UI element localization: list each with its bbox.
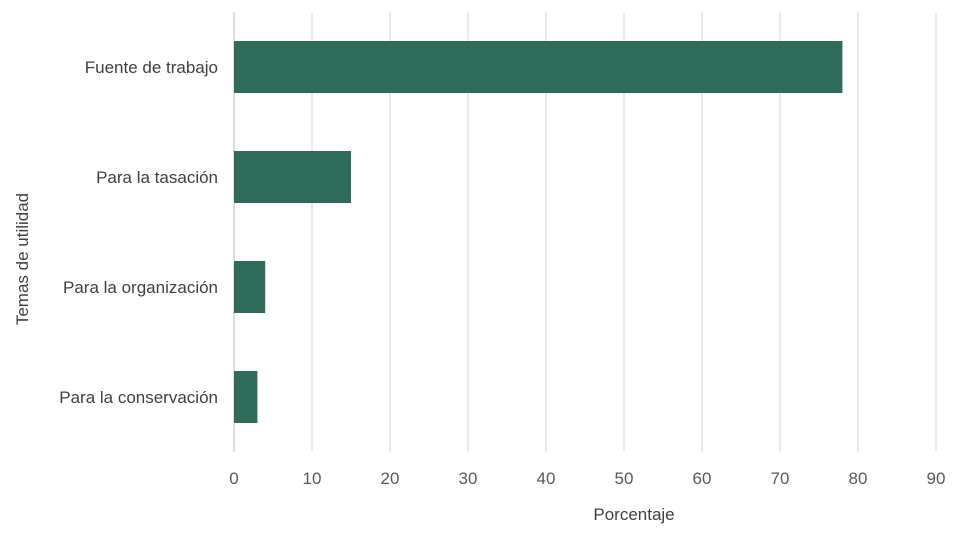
x-tick-label: 0 xyxy=(229,469,238,488)
x-tick-label: 80 xyxy=(849,469,868,488)
y-axis-title: Temas de utilidad xyxy=(13,193,32,325)
x-tick-label: 90 xyxy=(927,469,946,488)
x-tick-label: 30 xyxy=(459,469,478,488)
x-tick-label: 50 xyxy=(615,469,634,488)
x-tick-label: 10 xyxy=(303,469,322,488)
x-tick-label: 70 xyxy=(771,469,790,488)
x-tick-label: 40 xyxy=(537,469,556,488)
x-tick-label: 60 xyxy=(693,469,712,488)
x-axis-title: Porcentaje xyxy=(593,505,674,524)
bars xyxy=(234,41,843,423)
category-label: Para la tasación xyxy=(96,168,218,187)
x-tick-label: 20 xyxy=(381,469,400,488)
category-labels: Fuente de trabajo Para la tasación Para la… xyxy=(59,58,218,407)
bar xyxy=(234,261,266,313)
x-tick-labels: 0 10 20 30 40 50 60 70 80 90 xyxy=(229,469,945,488)
bar xyxy=(234,371,258,423)
category-label: Fuente de trabajo xyxy=(85,58,218,77)
bar xyxy=(234,41,843,93)
category-label: Para la conservación xyxy=(59,388,218,407)
bar xyxy=(234,151,351,203)
category-label: Para la organización xyxy=(63,278,218,297)
